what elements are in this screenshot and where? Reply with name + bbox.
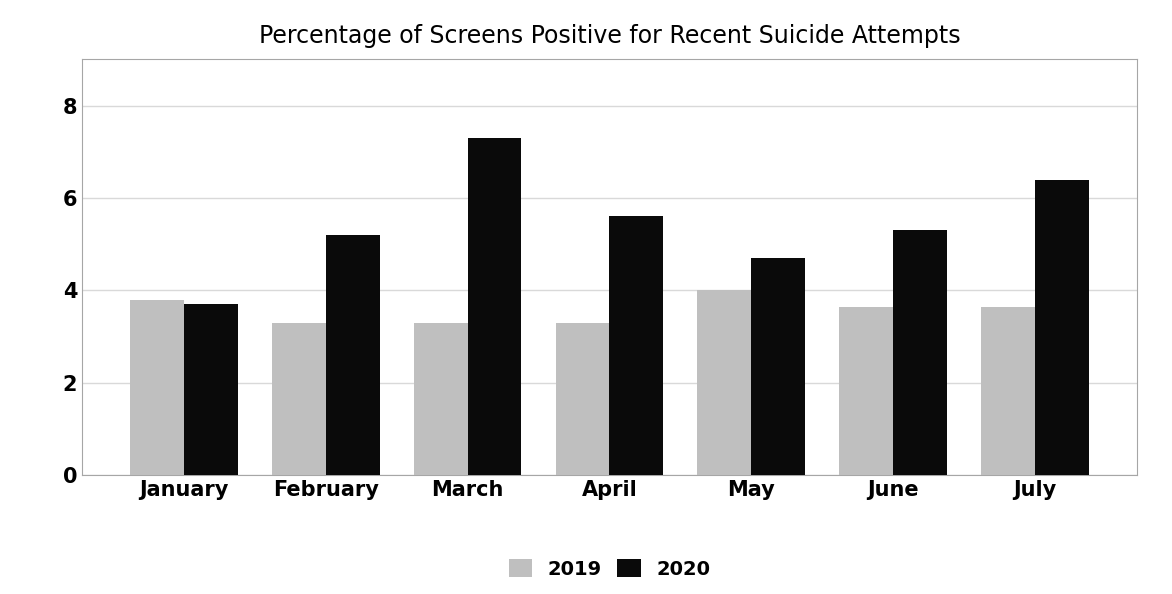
Bar (751, 258, 805, 475)
Bar (272, 323, 326, 475)
Title: Percentage of Screens Positive for Recent Suicide Attempts: Percentage of Screens Positive for Recen… (259, 24, 960, 48)
Bar (1035, 179, 1089, 475)
Bar (184, 304, 238, 475)
Bar (609, 216, 663, 475)
Bar (556, 323, 609, 475)
Bar (697, 290, 751, 475)
Bar (468, 138, 522, 475)
Bar (981, 307, 1035, 475)
Bar (893, 230, 947, 475)
Bar (414, 323, 468, 475)
Bar (839, 307, 893, 475)
Bar (326, 235, 380, 475)
Bar (130, 299, 184, 475)
Legend: 2019, 2020: 2019, 2020 (500, 551, 718, 586)
